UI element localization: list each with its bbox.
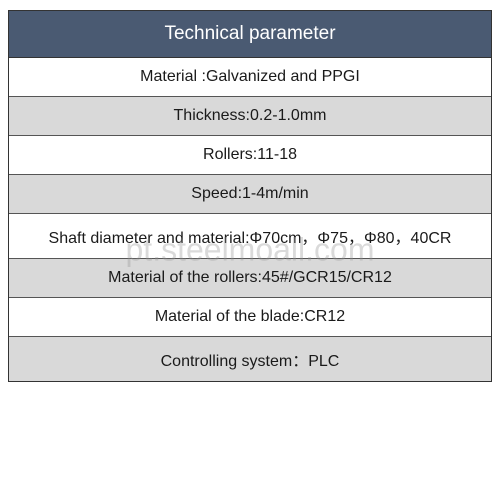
table-row: Material of the rollers:45#/GCR15/CR12: [9, 259, 491, 298]
table-row: Material of the blade:CR12: [9, 298, 491, 337]
table-row: Controlling system：PLC: [9, 337, 491, 381]
table-header: Technical parameter: [9, 11, 491, 58]
technical-parameter-table: Technical parameter Material :Galvanized…: [8, 10, 492, 382]
table-row: Material :Galvanized and PPGI: [9, 58, 491, 97]
table-row: Thickness:0.2-1.0mm: [9, 97, 491, 136]
table-row: Shaft diameter and material:Φ70cm，Φ75，Φ8…: [9, 214, 491, 259]
table-row: Speed:1-4m/min: [9, 175, 491, 214]
table-row: Rollers:11-18: [9, 136, 491, 175]
